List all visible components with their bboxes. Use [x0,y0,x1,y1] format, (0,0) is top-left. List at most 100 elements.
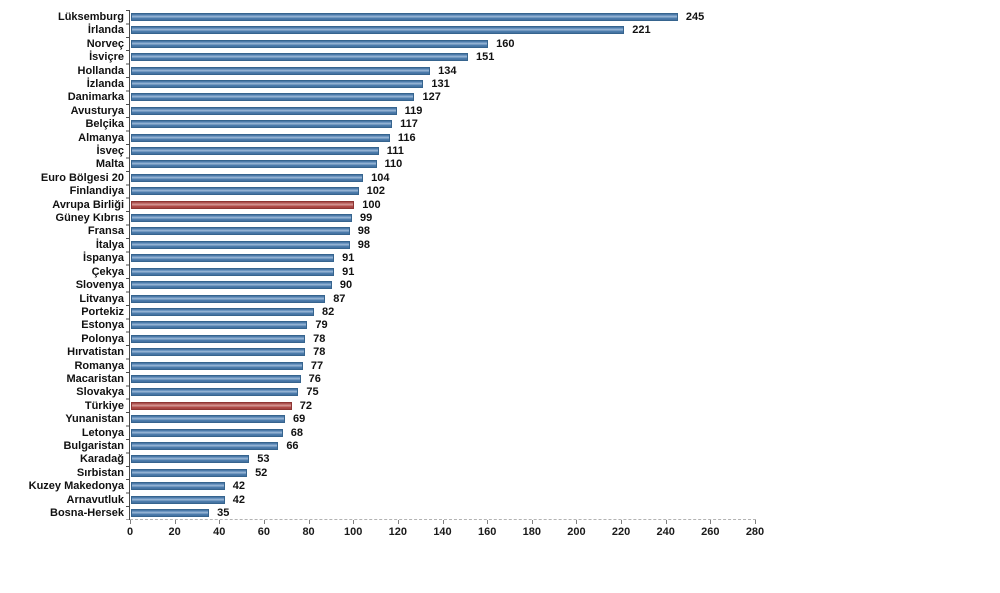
value-label: 151 [476,51,495,64]
x-axis-tick [710,520,712,524]
category-label: Slovenya [75,279,124,292]
bar [131,120,393,129]
bar [131,53,469,62]
x-axis-tick [353,520,355,524]
x-axis-tick-label: 140 [433,526,452,538]
category-label: Macaristan [66,372,124,385]
x-axis-tick [130,520,131,524]
x-axis-tick [621,520,623,524]
x-axis-tick [397,520,399,524]
category-label: İtalya [95,238,124,251]
value-label: 245 [685,11,705,23]
value-label: 35 [217,506,230,519]
value-label: 42 [232,493,245,506]
bar [131,106,397,115]
x-axis-tick [263,520,265,524]
category-label: Güney Kıbrıs [55,212,124,225]
bar [131,187,359,196]
x-axis-tick [576,520,578,524]
x-axis-tick [487,520,489,524]
category-label: Sırbistan [76,466,124,479]
bar-highlighted [131,200,355,209]
category-label: Avrupa Birliği [52,198,124,211]
bar [131,147,379,156]
x-axis-tick [174,520,176,524]
category-label: Estonya [81,319,124,332]
bar [131,508,210,517]
bar [131,495,225,504]
value-label: 127 [422,91,441,104]
bar [131,66,431,75]
value-label: 98 [357,238,370,251]
x-axis-tick-label: 60 [257,526,271,538]
category-label: Slovakya [76,386,124,399]
bar [131,39,489,48]
value-label: 110 [384,158,403,171]
value-label: 87 [333,292,346,305]
bar [131,281,332,290]
bar [131,294,326,303]
value-label: 134 [438,64,457,77]
bar [131,348,306,357]
value-label: 104 [371,171,390,184]
value-label: 69 [293,413,306,426]
category-label: Euro Bölgesi 20 [40,171,124,184]
value-label: 68 [290,426,304,439]
x-axis-tick-label: 280 [745,526,765,538]
value-label: 79 [315,319,328,332]
category-label: Bulgaristan [63,439,124,452]
bar [131,160,377,169]
x-axis-tick-label: 260 [701,526,720,538]
bar [131,267,335,276]
category-label: Kuzey Makedonya [28,480,124,493]
bar [131,334,306,343]
bar [131,80,424,89]
value-label: 131 [431,78,450,91]
category-label: Avusturya [70,104,124,117]
value-label: 111 [386,145,404,158]
category-label: Türkiye [84,399,124,412]
bar [131,254,335,263]
category-label: Karadağ [79,453,124,466]
value-label: 42 [232,480,245,493]
x-axis-tick-label: 160 [477,526,497,538]
bar [131,227,350,236]
category-label: Almanya [78,131,124,144]
value-label: 66 [286,439,299,452]
value-label: 116 [397,131,416,144]
bar [131,455,250,464]
x-axis-tick [665,520,667,524]
x-axis-tick-label: 100 [344,526,363,538]
bar [131,13,678,21]
bar [131,26,625,35]
value-label: 52 [255,466,268,479]
bar [131,307,315,316]
bar [131,214,352,223]
category-label: Finlandiya [69,185,124,198]
value-label: 82 [322,305,335,318]
category-label: Belçika [85,118,124,131]
category-label: Danimarka [67,91,124,104]
x-axis-tick [219,520,221,524]
value-label: 90 [339,279,353,292]
bar [131,374,301,383]
value-label: 53 [257,453,270,466]
x-axis-tick-label: 240 [656,526,675,538]
value-label: 160 [496,37,515,50]
y-axis [129,10,130,520]
bar [131,321,308,330]
x-axis-tick-label: 80 [302,526,315,538]
bar [131,468,248,477]
category-label: Portekiz [81,305,124,318]
category-label: İzlanda [86,78,124,91]
bar [131,240,350,249]
y-axis-ticks [126,10,129,520]
bar [131,388,299,397]
value-label: 72 [299,399,312,412]
x-axis-tick [442,520,444,524]
category-label: İsveç [96,145,124,158]
category-label: İsviçre [89,51,124,64]
x-axis-tick [308,520,310,524]
category-label: İspanya [83,252,124,265]
